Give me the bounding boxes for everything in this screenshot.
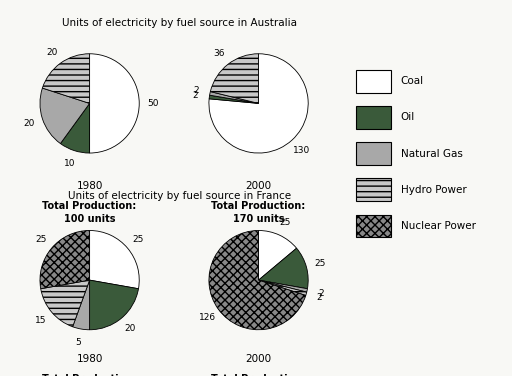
Bar [356, 70, 391, 92]
Wedge shape [209, 230, 306, 330]
Wedge shape [41, 280, 90, 327]
Wedge shape [40, 88, 90, 144]
Text: Hydro Power: Hydro Power [400, 185, 466, 195]
Text: Natural Gas: Natural Gas [400, 149, 462, 159]
Text: 25: 25 [133, 235, 144, 244]
Text: 25: 25 [314, 259, 326, 268]
Bar [356, 106, 391, 129]
Wedge shape [209, 92, 259, 103]
Wedge shape [90, 280, 138, 330]
Bar [356, 142, 391, 165]
Bar [356, 215, 391, 237]
Text: 20: 20 [125, 324, 136, 333]
Text: Units of electricity by fuel source in France: Units of electricity by fuel source in F… [68, 191, 291, 200]
Wedge shape [40, 230, 90, 289]
Text: 130: 130 [293, 146, 310, 155]
Text: 20: 20 [47, 47, 58, 56]
Text: 15: 15 [35, 317, 47, 326]
Text: Oil: Oil [400, 112, 415, 123]
Text: 2: 2 [317, 293, 323, 302]
Wedge shape [73, 280, 90, 330]
Wedge shape [259, 230, 296, 280]
Text: 36: 36 [214, 49, 225, 58]
Text: 2: 2 [193, 91, 198, 100]
Wedge shape [90, 54, 139, 153]
Text: 126: 126 [199, 313, 216, 322]
Text: Total Production:
180 units: Total Production: 180 units [211, 374, 306, 376]
Text: 2000: 2000 [245, 355, 272, 364]
Wedge shape [209, 54, 308, 153]
Wedge shape [259, 280, 307, 296]
Text: Total Production:
90 units: Total Production: 90 units [42, 374, 137, 376]
Text: Nuclear Power: Nuclear Power [400, 221, 476, 231]
Wedge shape [259, 280, 307, 292]
Wedge shape [90, 230, 139, 289]
Text: 2: 2 [194, 86, 199, 95]
Wedge shape [42, 54, 90, 103]
Text: 20: 20 [24, 118, 35, 127]
Text: 25: 25 [35, 235, 47, 244]
Wedge shape [210, 54, 259, 103]
Text: Units of electricity by fuel source in Australia: Units of electricity by fuel source in A… [62, 18, 296, 27]
Text: Total Production:
100 units: Total Production: 100 units [42, 201, 137, 224]
Text: Total Production:
170 units: Total Production: 170 units [211, 201, 306, 224]
Text: 1980: 1980 [76, 182, 103, 191]
Text: 5: 5 [76, 338, 81, 347]
Text: 2000: 2000 [245, 182, 272, 191]
Wedge shape [209, 95, 259, 103]
Bar [356, 178, 391, 201]
Text: Coal: Coal [400, 76, 423, 86]
Wedge shape [60, 103, 90, 153]
Text: 25: 25 [280, 218, 291, 227]
Text: 1980: 1980 [76, 355, 103, 364]
Text: 2: 2 [318, 289, 324, 298]
Text: 50: 50 [147, 99, 159, 108]
Text: 10: 10 [64, 159, 76, 168]
Wedge shape [259, 248, 308, 289]
